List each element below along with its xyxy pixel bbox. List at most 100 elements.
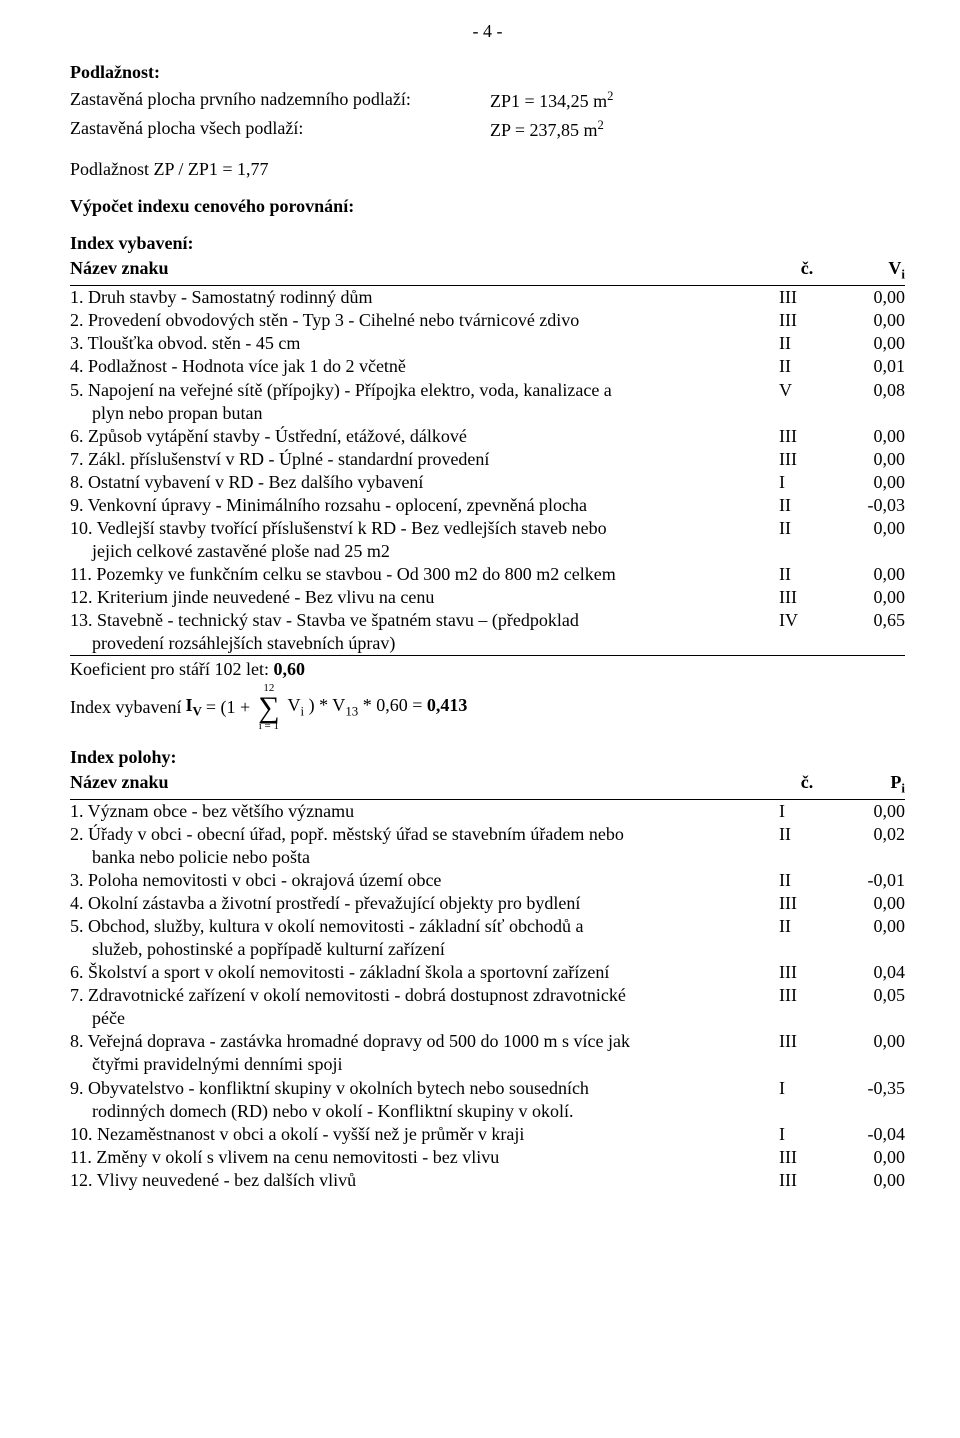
table-row: 4. Podlažnost - Hodnota více jak 1 do 2 …: [70, 355, 905, 378]
row-value: 0,00: [835, 586, 905, 609]
row-name-cont: péče: [70, 1007, 775, 1030]
row-mark: II: [775, 517, 835, 540]
row-name-cont: rodinných domech (RD) nebo v okolí - Kon…: [70, 1100, 775, 1123]
pol-hdr-val: Pi: [835, 771, 905, 797]
row-name: 9. Obyvatelstvo - konfliktní skupiny v o…: [70, 1077, 775, 1100]
row-mark: II: [775, 563, 835, 586]
page-number: - 4 -: [70, 20, 905, 43]
row-name: 13. Stavebně - technický stav - Stavba v…: [70, 609, 775, 632]
table-row-continuation: plyn nebo propan butan: [70, 402, 905, 425]
row-value: -0,35: [835, 1077, 905, 1100]
row-value: 0,00: [835, 448, 905, 471]
row-name-cont: banka nebo policie nebo pošta: [70, 846, 775, 869]
table-row: 13. Stavebně - technický stav - Stavba v…: [70, 609, 905, 632]
row-value: 0,00: [835, 1146, 905, 1169]
row-value: 0,02: [835, 823, 905, 846]
row-mark: II: [775, 494, 835, 517]
row-name: 4. Okolní zástavba a životní prostředí -…: [70, 892, 775, 915]
table-row: 10. Vedlejší stavby tvořící příslušenstv…: [70, 517, 905, 540]
row-mark: V: [775, 379, 835, 402]
row-name: 5. Napojení na veřejné sítě (přípojky) -…: [70, 379, 775, 402]
row-mark: III: [775, 1169, 835, 1192]
table-row: 10. Nezaměstnanost v obci a okolí - vyšš…: [70, 1123, 905, 1146]
table-row-continuation: banka nebo policie nebo pošta: [70, 846, 905, 869]
row-value: 0,00: [835, 309, 905, 332]
row-name-cont: služeb, pohostinské a popřípadě kulturní…: [70, 938, 775, 961]
row-value: 0,05: [835, 984, 905, 1007]
vyb-header-row: Název znaku č. Vi: [70, 257, 905, 286]
zp-value: ZP = 237,85 m2: [490, 117, 604, 142]
table-row: 11. Změny v okolí s vlivem na cenu nemov…: [70, 1146, 905, 1169]
table-row: 7. Zdravotnické zařízení v okolí nemovit…: [70, 984, 905, 1007]
table-row: 4. Okolní zástavba a životní prostředí -…: [70, 892, 905, 915]
row-name: 10. Vedlejší stavby tvořící příslušenstv…: [70, 517, 775, 540]
table-row: 2. Provedení obvodových stěn - Typ 3 - C…: [70, 309, 905, 332]
row-value: 0,00: [835, 892, 905, 915]
podlaznost-ratio: Podlažnost ZP / ZP1 = 1,77: [70, 158, 905, 181]
table-row: 11. Pozemky ve funkčním celku se stavbou…: [70, 563, 905, 586]
row-value: 0,00: [835, 332, 905, 355]
row-mark: I: [775, 800, 835, 823]
table-row-continuation: péče: [70, 1007, 905, 1030]
row-name: 2. Provedení obvodových stěn - Typ 3 - C…: [70, 309, 775, 332]
podlaznost-title: Podlažnost:: [70, 61, 905, 84]
row-name: 1. Význam obce - bez většího významu: [70, 800, 775, 823]
row-name: 10. Nezaměstnanost v obci a okolí - vyšš…: [70, 1123, 775, 1146]
row-mark: III: [775, 892, 835, 915]
row-name: 5. Obchod, služby, kultura v okolí nemov…: [70, 915, 775, 938]
row-mark: II: [775, 823, 835, 846]
table-row: 5. Obchod, služby, kultura v okolí nemov…: [70, 915, 905, 938]
table-row-continuation: čtyřmi pravidelnými denními spoji: [70, 1053, 905, 1076]
row-name: 6. Školství a sport v okolí nemovitosti …: [70, 961, 775, 984]
row-value: 0,00: [835, 1169, 905, 1192]
row-mark: I: [775, 1123, 835, 1146]
zp1-label: Zastavěná plocha prvního nadzemního podl…: [70, 88, 490, 113]
row-name: 2. Úřady v obci - obecní úřad, popř. měs…: [70, 823, 775, 846]
coef-line: Koeficient pro stáří 102 let: 0,60: [70, 658, 905, 681]
row-name: 8. Ostatní vybavení v RD - Bez dalšího v…: [70, 471, 775, 494]
vyb-title: Index vybavení:: [70, 232, 905, 255]
row-value: 0,01: [835, 355, 905, 378]
row-value: 0,65: [835, 609, 905, 632]
table-row: 1. Druh stavby - Samostatný rodinný důmI…: [70, 286, 905, 309]
row-value: 0,00: [835, 471, 905, 494]
row-mark: II: [775, 355, 835, 378]
vyb-hdr-mark: č.: [775, 257, 835, 280]
row-value: 0,00: [835, 1030, 905, 1053]
row-value: 0,00: [835, 286, 905, 309]
table-row: 9. Venkovní úpravy - Minimálního rozsahu…: [70, 494, 905, 517]
table-row: 8. Veřejná doprava - zastávka hromadné d…: [70, 1030, 905, 1053]
row-name: 12. Vlivy neuvedené - bez dalších vlivů: [70, 1169, 775, 1192]
row-mark: I: [775, 1077, 835, 1100]
calc-title: Výpočet indexu cenového porovnání:: [70, 195, 905, 218]
sigma-icon: ∑: [258, 694, 279, 721]
row-mark: II: [775, 332, 835, 355]
row-mark: III: [775, 961, 835, 984]
row-name: 7. Zákl. příslušenství v RD - Úplné - st…: [70, 448, 775, 471]
row-value: 0,00: [835, 563, 905, 586]
row-mark: III: [775, 425, 835, 448]
pol-title: Index polohy:: [70, 746, 905, 769]
table-row-continuation: provedení rozsáhlejších stavebních úprav…: [70, 632, 905, 655]
pol-rows: 1. Význam obce - bez většího významuI0,0…: [70, 800, 905, 1192]
row-name-cont: provedení rozsáhlejších stavebních úprav…: [70, 632, 775, 655]
table-row: 2. Úřady v obci - obecní úřad, popř. měs…: [70, 823, 905, 846]
row-mark: III: [775, 1146, 835, 1169]
row-mark: III: [775, 1030, 835, 1053]
table-row: 9. Obyvatelstvo - konfliktní skupiny v o…: [70, 1077, 905, 1100]
row-value: -0,03: [835, 494, 905, 517]
row-mark: IV: [775, 609, 835, 632]
vyb-rows: 1. Druh stavby - Samostatný rodinný důmI…: [70, 286, 905, 656]
row-value: -0,01: [835, 869, 905, 892]
table-row: 8. Ostatní vybavení v RD - Bez dalšího v…: [70, 471, 905, 494]
row-mark: II: [775, 915, 835, 938]
row-value: -0,04: [835, 1123, 905, 1146]
vyb-hdr-name: Název znaku: [70, 257, 775, 280]
table-row: 3. Tloušťka obvod. stěn - 45 cmII0,00: [70, 332, 905, 355]
row-name: 6. Způsob vytápění stavby - Ústřední, et…: [70, 425, 775, 448]
row-name: 1. Druh stavby - Samostatný rodinný dům: [70, 286, 775, 309]
table-row-continuation: rodinných domech (RD) nebo v okolí - Kon…: [70, 1100, 905, 1123]
row-mark: II: [775, 869, 835, 892]
zp-label: Zastavěná plocha všech podlaží:: [70, 117, 490, 142]
row-value: 0,04: [835, 961, 905, 984]
